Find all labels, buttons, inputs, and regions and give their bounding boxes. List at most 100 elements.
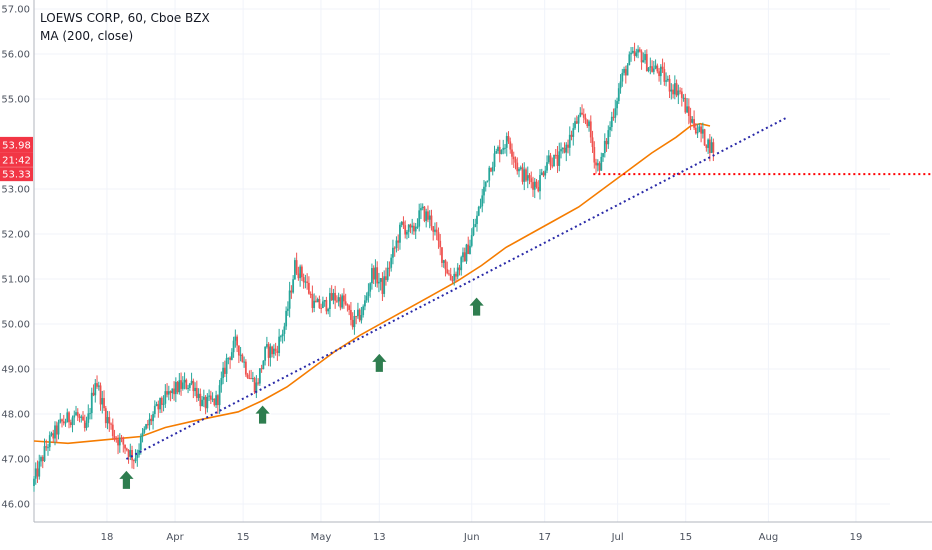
candle-body bbox=[253, 378, 256, 393]
last-price-badge: 53.98 bbox=[2, 140, 31, 151]
candle-body bbox=[453, 273, 456, 281]
candle-body bbox=[505, 136, 508, 148]
x-tick-label: Jun bbox=[463, 532, 480, 543]
candle-body bbox=[202, 396, 205, 400]
candle-body bbox=[484, 181, 487, 187]
candle-body bbox=[481, 195, 484, 207]
candle-body bbox=[89, 413, 91, 415]
candle-body bbox=[392, 247, 394, 258]
candle-body bbox=[654, 65, 657, 69]
candle-body bbox=[425, 211, 428, 221]
candle-body bbox=[673, 83, 676, 95]
candle-body bbox=[229, 357, 232, 360]
candle-body bbox=[427, 211, 429, 220]
candle-body bbox=[260, 368, 263, 370]
candle-body bbox=[640, 51, 643, 63]
candle-body bbox=[421, 206, 424, 209]
candle-body bbox=[169, 391, 172, 394]
candle-body bbox=[532, 182, 534, 190]
candle-body bbox=[386, 267, 389, 280]
candle-body bbox=[710, 142, 713, 153]
candle-body bbox=[612, 116, 615, 118]
candle-body bbox=[201, 399, 203, 407]
candle-body bbox=[404, 225, 407, 235]
candle-body bbox=[526, 175, 529, 181]
candle-body bbox=[689, 116, 692, 123]
candle-body bbox=[395, 240, 398, 248]
candle-body bbox=[495, 151, 498, 154]
candle-body bbox=[278, 336, 281, 353]
candle-body bbox=[300, 266, 303, 278]
candle-body bbox=[645, 54, 648, 72]
candle-body bbox=[276, 350, 279, 353]
candle-body bbox=[237, 345, 240, 356]
candle-body bbox=[539, 175, 541, 192]
candle-body bbox=[197, 393, 200, 399]
candle-body bbox=[656, 65, 659, 72]
candle-body bbox=[313, 300, 316, 308]
candle-body bbox=[680, 91, 683, 98]
candle-body bbox=[647, 67, 650, 72]
chart-title[interactable]: LOEWS CORP, 60, Cboe BZX bbox=[40, 11, 210, 25]
candle-body bbox=[97, 385, 100, 387]
candle-body bbox=[434, 229, 436, 232]
candle-body bbox=[246, 374, 249, 378]
price-badges: 53.98 21:42 53.33 bbox=[0, 136, 33, 182]
candle-body bbox=[167, 391, 170, 395]
candle-body bbox=[146, 424, 149, 426]
candle-body bbox=[623, 69, 625, 73]
candle-body bbox=[216, 395, 219, 406]
candle-body bbox=[523, 169, 526, 182]
candle-body bbox=[470, 235, 473, 246]
candle-body bbox=[360, 315, 363, 321]
candle-body bbox=[108, 417, 111, 424]
candle-body bbox=[519, 167, 522, 169]
candle-body bbox=[153, 405, 156, 415]
candle-body bbox=[708, 139, 711, 153]
candle-body bbox=[439, 240, 442, 248]
candle-body bbox=[55, 425, 58, 435]
candle-body bbox=[582, 114, 585, 118]
candle-body bbox=[376, 267, 379, 284]
candle-body bbox=[230, 352, 233, 360]
candle-body bbox=[444, 260, 447, 270]
candle-body bbox=[171, 388, 174, 394]
candle-body bbox=[393, 247, 396, 249]
candle-body bbox=[129, 450, 132, 457]
candle-body bbox=[36, 468, 39, 477]
candle-body bbox=[700, 126, 702, 134]
candle-body bbox=[83, 420, 86, 428]
candle-body bbox=[106, 417, 109, 424]
candle-body bbox=[288, 290, 291, 309]
candle-body bbox=[96, 383, 98, 387]
candle-body bbox=[220, 378, 223, 386]
y-tick-label: 51.00 bbox=[1, 275, 30, 286]
candle-body bbox=[141, 432, 144, 437]
candle-body bbox=[264, 346, 267, 361]
candle-body bbox=[269, 346, 272, 358]
candle-body bbox=[617, 88, 620, 102]
candle-body bbox=[250, 378, 253, 380]
candle-body bbox=[372, 268, 375, 280]
candle-body bbox=[90, 392, 93, 414]
candle-body bbox=[160, 397, 163, 405]
candle-body bbox=[213, 398, 216, 406]
candle-body bbox=[134, 458, 137, 462]
candle-body bbox=[679, 90, 681, 92]
candle-body bbox=[666, 78, 669, 81]
candle-body bbox=[554, 154, 557, 156]
candle-body bbox=[322, 301, 324, 309]
candle-body bbox=[40, 457, 42, 462]
candle-body bbox=[362, 306, 365, 316]
x-tick-label: Apr bbox=[166, 532, 184, 543]
y-axis[interactable]: 46.00 47.00 48.00 49.00 50.00 51.00 52.00 53.00… bbox=[1, 5, 30, 511]
candle-body bbox=[111, 424, 114, 437]
x-tick-label: 18 bbox=[101, 532, 114, 543]
indicator-label[interactable]: MA (200, close) bbox=[40, 29, 133, 43]
candle-body bbox=[568, 134, 571, 148]
candle-body bbox=[75, 412, 77, 416]
candle-body bbox=[423, 206, 426, 221]
candle-body bbox=[343, 295, 345, 302]
x-axis[interactable]: 18 Apr 15 May 13 Jun 17 Jul 15 Aug 19 bbox=[101, 532, 863, 543]
